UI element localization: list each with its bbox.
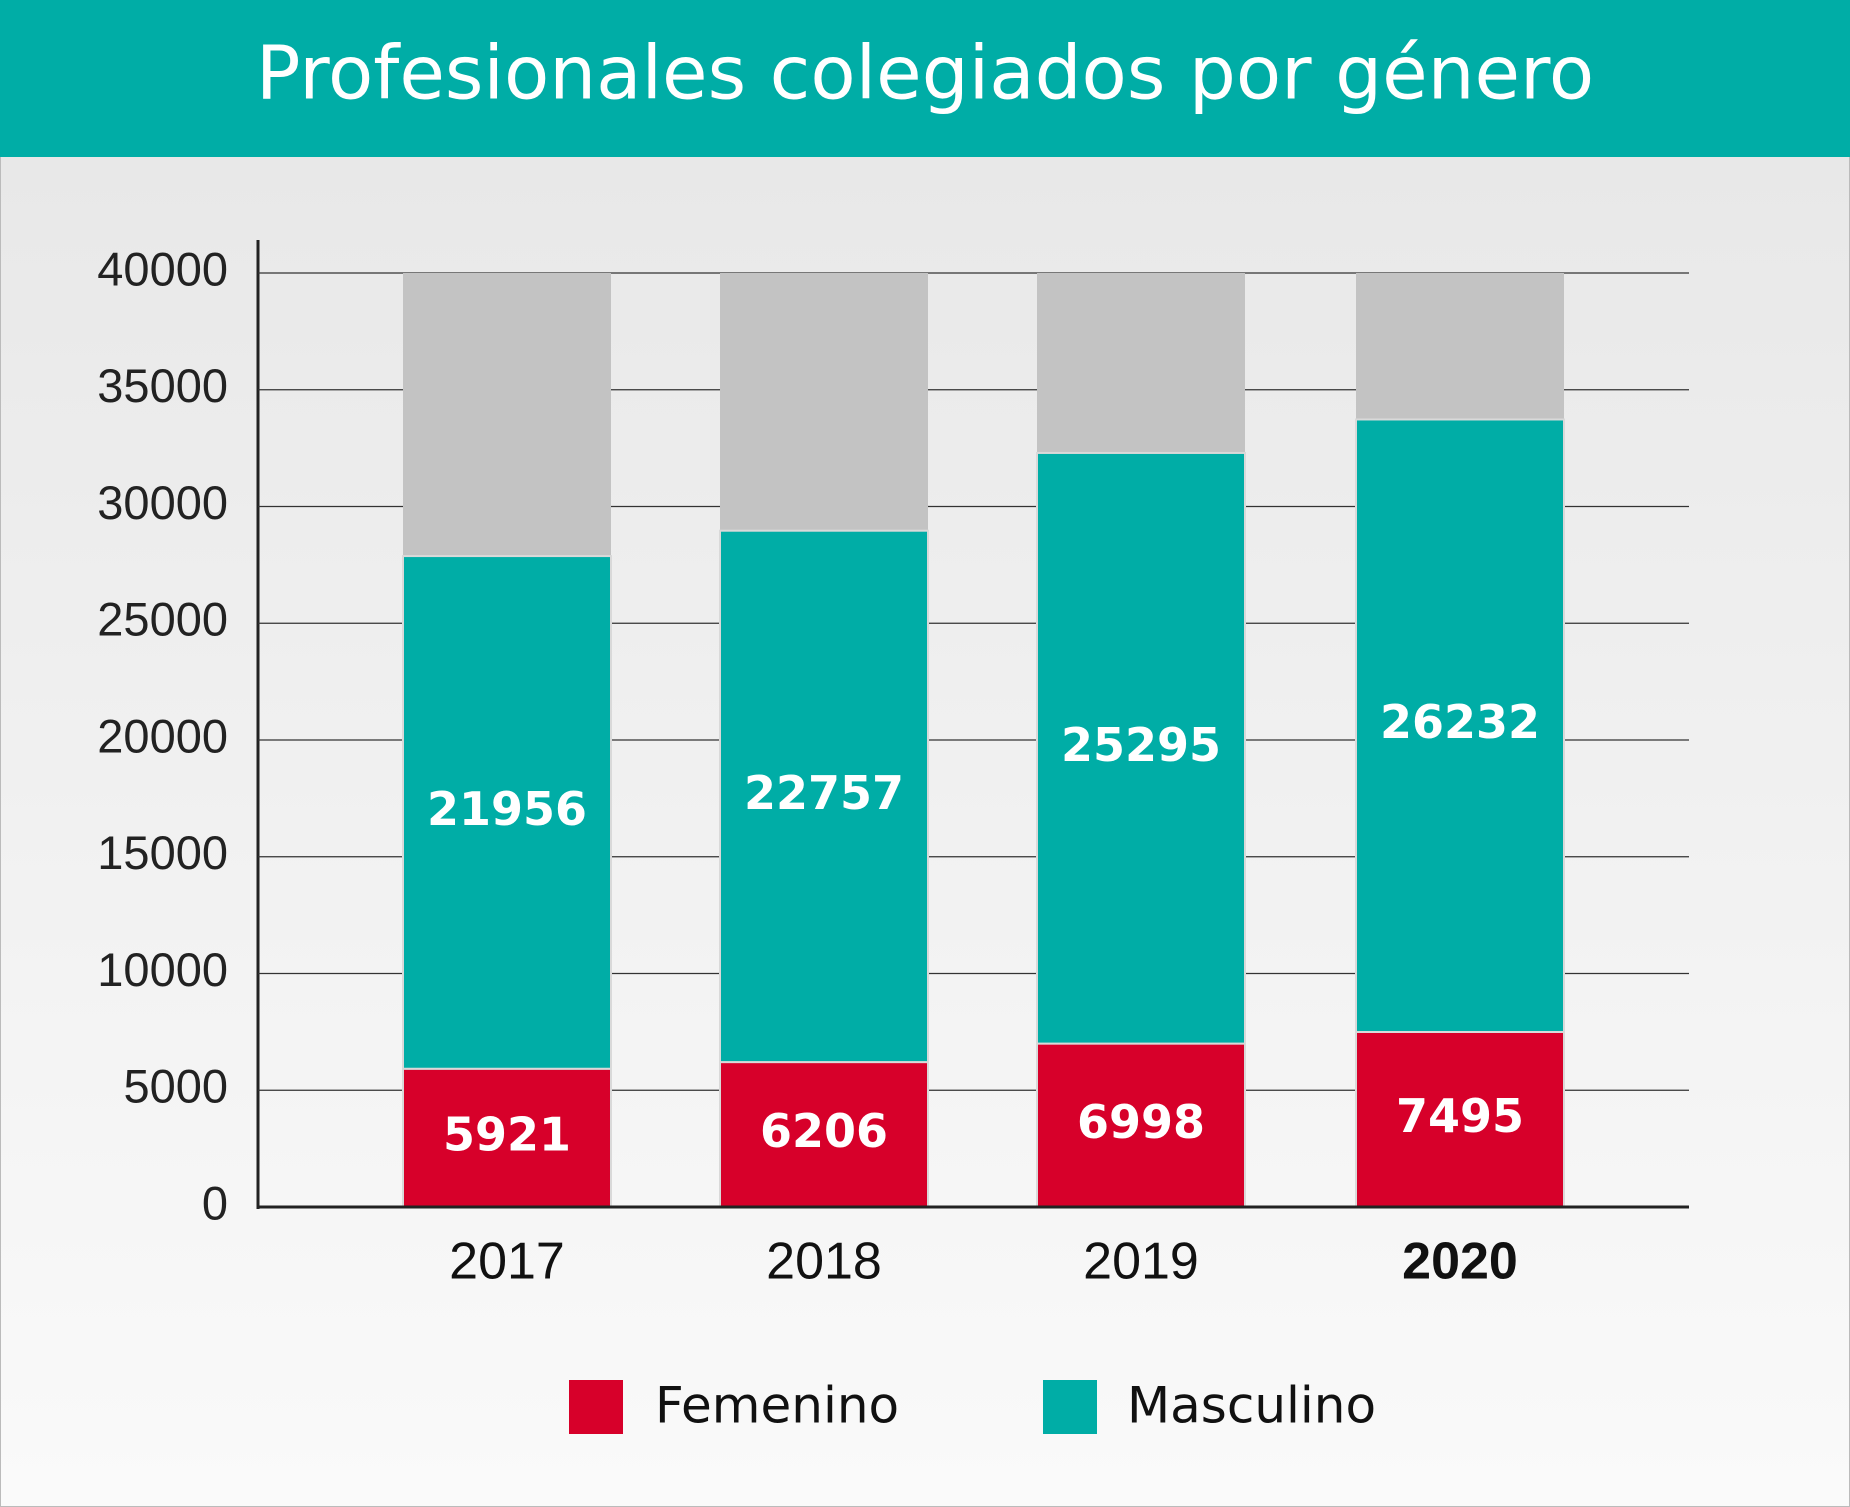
legend-swatch	[1043, 1380, 1097, 1434]
data-label: 26232	[1380, 695, 1540, 749]
bar-segment	[1355, 418, 1565, 1033]
legend-label: Masculino	[1127, 1377, 1376, 1435]
title-bar	[0, 0, 1850, 157]
legend-swatch	[569, 1380, 623, 1434]
legend-label: Femenino	[655, 1377, 899, 1435]
bar-segment	[402, 555, 612, 1070]
x-tick-label: 2020	[1402, 1233, 1518, 1291]
bar-segment	[1036, 451, 1246, 1045]
chart-title: Profesionales colegiados por género	[256, 31, 1594, 117]
y-tick-label: 25000	[97, 593, 228, 646]
x-tick-label: 2017	[449, 1233, 565, 1291]
data-label: 6206	[760, 1104, 888, 1158]
x-tick-label: 2019	[1083, 1233, 1199, 1291]
data-label: 7495	[1396, 1089, 1524, 1143]
data-label: 22757	[744, 766, 904, 820]
data-label: 5921	[443, 1107, 571, 1161]
y-tick-label: 5000	[123, 1060, 228, 1113]
y-tick-label: 35000	[97, 359, 228, 412]
data-label: 21956	[427, 782, 587, 836]
y-tick-label: 20000	[97, 709, 228, 762]
bar-segment	[719, 1061, 929, 1208]
data-label: 25295	[1061, 718, 1221, 772]
y-tick-label: 0	[202, 1176, 228, 1229]
bar-segment	[1355, 1030, 1565, 1208]
y-tick-label: 30000	[97, 476, 228, 529]
y-tick-label: 10000	[97, 943, 228, 996]
y-tick-label: 40000	[97, 242, 228, 295]
x-tick-label: 2018	[766, 1233, 882, 1291]
data-label: 6998	[1077, 1095, 1205, 1149]
bar-segment	[1036, 1042, 1246, 1208]
bar-segment	[719, 529, 929, 1064]
y-tick-label: 15000	[97, 826, 228, 879]
